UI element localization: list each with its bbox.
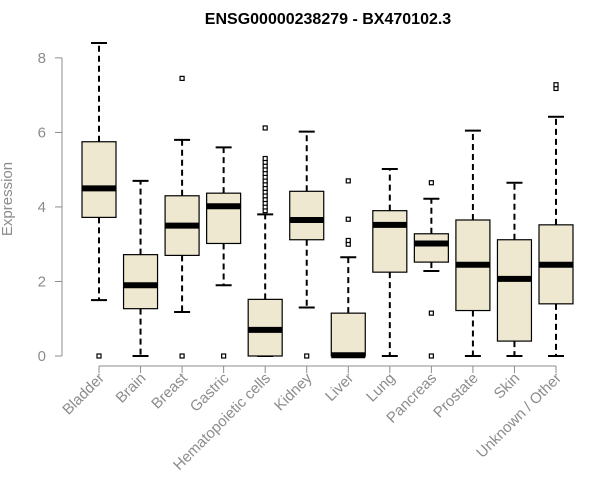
box-group xyxy=(289,130,325,359)
outlier-point xyxy=(262,125,268,131)
box-group xyxy=(247,125,283,357)
box xyxy=(81,141,117,218)
box xyxy=(206,192,242,245)
outlier-point xyxy=(96,353,102,359)
y-tick-label: 2 xyxy=(38,273,46,290)
box-group xyxy=(455,129,491,357)
box-group xyxy=(496,181,533,357)
outlier-point xyxy=(262,155,268,162)
outlier-point xyxy=(428,310,434,316)
outlier-point xyxy=(345,178,351,184)
chart-title: ENSG00000238279 - BX470102.3 xyxy=(205,11,452,28)
x-tick-label: Kidney xyxy=(271,369,316,414)
y-axis-label: Expression xyxy=(0,162,16,236)
x-tick-label: Bladder xyxy=(59,370,108,419)
box xyxy=(330,312,366,357)
outlier-point xyxy=(179,353,185,359)
outlier-point xyxy=(221,353,227,359)
x-tick-label: Liver xyxy=(322,370,357,405)
x-tick-label: Lung xyxy=(363,370,399,406)
box-group xyxy=(81,42,117,359)
y-tick-label: 0 xyxy=(38,348,46,365)
box xyxy=(289,190,325,241)
box-group xyxy=(372,167,408,357)
outlier-point xyxy=(428,353,434,359)
outlier-point xyxy=(179,75,185,81)
y-tick-label: 4 xyxy=(38,199,46,216)
x-tick-label: Skin xyxy=(491,370,524,403)
box-group xyxy=(122,179,159,357)
box-group xyxy=(164,75,200,359)
y-tick-label: 8 xyxy=(38,50,46,67)
outlier-point xyxy=(345,237,351,244)
boxes-layer xyxy=(81,42,574,359)
box xyxy=(496,239,533,342)
box xyxy=(413,233,449,263)
outlier-point xyxy=(428,180,434,186)
box xyxy=(122,254,159,310)
box-group xyxy=(538,82,574,357)
box-group xyxy=(330,178,366,359)
box-group xyxy=(206,146,242,359)
y-axis: 0 2 4 6 8 xyxy=(38,50,63,365)
x-tick-label: Brain xyxy=(113,370,150,407)
x-tick-label: Breast xyxy=(148,369,191,412)
outlier-point xyxy=(304,353,310,359)
box-group xyxy=(413,180,449,359)
outlier-point xyxy=(345,216,351,222)
box xyxy=(372,210,408,273)
outlier-point xyxy=(553,82,559,88)
y-tick-label: 6 xyxy=(38,124,46,141)
x-tick-label: Prostate xyxy=(430,370,482,422)
